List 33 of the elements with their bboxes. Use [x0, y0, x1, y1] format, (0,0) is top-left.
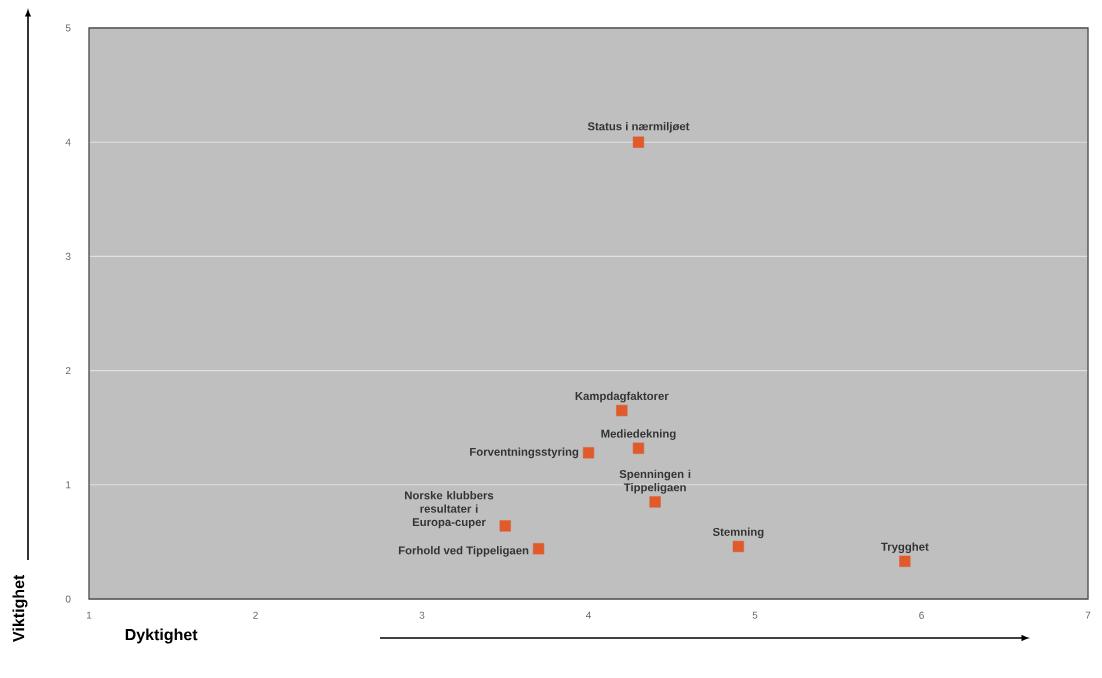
point	[732, 540, 744, 553]
x-axis-title: Dyktighet	[125, 628, 198, 644]
annotation: Forventningsstyring	[470, 447, 579, 459]
annotation: Stemning	[712, 527, 764, 539]
annotation: Trygghet	[881, 542, 929, 554]
x-tick-label: 7	[1085, 611, 1091, 619]
x-tick-label: 5	[752, 611, 758, 619]
point	[582, 447, 595, 459]
annotation: Status i nærmiljøet	[587, 122, 690, 133]
point	[899, 555, 911, 567]
x-tick-label: 3	[419, 611, 425, 619]
point	[616, 404, 628, 417]
x-tick-label: 2	[253, 611, 258, 619]
x-tick-label: 6	[919, 611, 924, 619]
y-tick-label: 3	[65, 252, 71, 260]
annotation: Norske klubbers resultater i Europa-cuper	[405, 491, 494, 529]
point	[632, 442, 645, 454]
y-tick-label: 4	[65, 138, 71, 146]
y-tick-label: 2	[65, 367, 71, 375]
annotation: Spenningen i Tippeligaen	[619, 469, 691, 494]
annotation: Mediedekning	[601, 429, 676, 440]
point	[632, 136, 645, 148]
annotation: Kampdagfaktorer	[575, 391, 669, 403]
annotation: Forhold ved Tippeligaen	[398, 546, 529, 557]
x-tick-label: 4	[585, 611, 591, 619]
y-tick-label: 5	[65, 24, 71, 32]
y-axis-title: Viktighet	[12, 574, 28, 642]
point	[499, 520, 511, 532]
y-tick-label: 0	[65, 595, 71, 603]
x-tick-label: 1	[86, 611, 92, 619]
point	[532, 543, 545, 555]
y-tick-label: 1	[66, 481, 71, 489]
point	[649, 496, 661, 508]
